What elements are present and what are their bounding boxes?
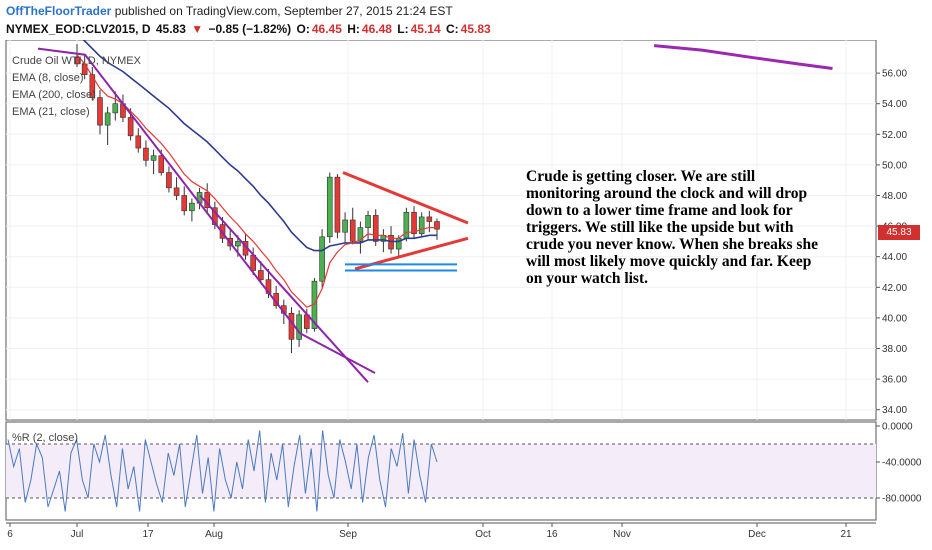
price-tick-label: 52.00 <box>882 130 907 141</box>
time-tick-label: 6 <box>7 529 13 540</box>
annotation-text: Crude is getting closer. We are still mo… <box>526 168 818 287</box>
candle-up <box>104 112 111 126</box>
wr-tick-label: -80.0000 <box>882 494 922 505</box>
triangle-upper-line <box>342 171 469 225</box>
candle-up <box>296 314 302 340</box>
last-price-tag: 45.83 <box>878 225 920 240</box>
candle-down <box>288 313 295 340</box>
price-change: −0.85 (−1.82%) <box>208 22 292 36</box>
time-tick-label: Oct <box>475 529 491 540</box>
symbol-label[interactable]: NYMEX_EOD:CLV2015, D <box>6 22 151 36</box>
low-value: 45.14 <box>410 22 441 36</box>
symbol-line: NYMEX_EOD:CLV2015, D 45.83 ▼ −0.85 (−1.8… <box>6 22 493 36</box>
candle-down <box>349 219 356 242</box>
price-tick-label: 42.00 <box>882 283 907 294</box>
price-axis[interactable]: 34.0036.0038.0040.0042.0044.0046.0048.00… <box>876 69 907 417</box>
time-tick-label: Sep <box>339 529 357 540</box>
wr-tick-label: 0.0000 <box>882 422 913 433</box>
open-value: 46.45 <box>311 22 342 36</box>
channel-lower-line <box>199 194 369 383</box>
price-tick-label: 34.00 <box>882 405 907 416</box>
close-label: C: <box>446 22 459 36</box>
publish-line: OffTheFloorTrader published on TradingVi… <box>6 4 453 18</box>
wr-tick-label: -40.0000 <box>882 458 922 469</box>
candle-up <box>357 227 364 242</box>
time-tick-label: Jul <box>71 529 84 540</box>
time-axis[interactable]: 6 Jul 17 Aug Sep Oct 16 Nov Dec 21 <box>6 522 876 540</box>
candle-up <box>235 241 241 247</box>
candle-down <box>173 187 180 196</box>
time-tick-label: Dec <box>748 529 766 540</box>
candle-down <box>143 147 149 161</box>
legend-ema200[interactable]: EMA (200, close) <box>12 89 96 101</box>
candle-up <box>365 215 371 228</box>
candle-up <box>418 216 425 235</box>
candle-down <box>166 172 172 189</box>
channel-upper-line <box>37 47 376 374</box>
legend-ema8[interactable]: EMA (8, close) <box>12 72 84 84</box>
time-tick-label: 21 <box>840 529 852 540</box>
close-value: 45.83 <box>460 22 491 36</box>
candle-up <box>403 212 410 239</box>
candle-up <box>319 236 325 282</box>
time-tick-label: 16 <box>546 529 558 540</box>
price-tick-label: 44.00 <box>882 252 907 263</box>
williams-r-pane: 0.0000 -40.0000 -80.0000 <box>5 421 922 521</box>
price-tick-label: 56.00 <box>882 69 907 80</box>
price-tick-label: 38.00 <box>882 344 907 355</box>
time-tick-label: Nov <box>613 529 631 540</box>
time-tick-label: 17 <box>142 529 154 540</box>
candle-down <box>372 215 379 242</box>
legend-wr[interactable]: %R (2, close) <box>12 432 79 444</box>
trend-drawings <box>37 47 469 383</box>
price-tick-label: 40.00 <box>882 313 907 324</box>
price-tick-label: 50.00 <box>882 160 907 171</box>
open-label: O: <box>296 22 310 36</box>
candle-down <box>97 97 103 126</box>
legend-title[interactable]: Crude Oil WTI, D, NYMEX <box>12 55 141 67</box>
last-price: 45.83 <box>155 22 186 36</box>
price-tick-label: 48.00 <box>882 191 907 202</box>
down-arrow-icon: ▼ <box>191 22 204 36</box>
candle-up <box>189 202 195 212</box>
candle-down <box>181 195 188 212</box>
candle-down <box>434 221 440 230</box>
price-tick-label: 36.00 <box>882 375 907 386</box>
candle-down <box>258 270 264 280</box>
ema8-line <box>76 54 437 308</box>
candle-up <box>112 103 119 114</box>
candle-down <box>135 135 142 149</box>
candle-down <box>127 117 134 137</box>
candle-down <box>426 216 433 222</box>
low-label: L: <box>397 22 409 36</box>
legend-ema21[interactable]: EMA (21, close) <box>12 106 90 118</box>
chart-header: OffTheFloorTrader published on TradingVi… <box>0 0 932 40</box>
candle-up <box>326 176 333 238</box>
price-tick-label: 54.00 <box>882 99 907 110</box>
time-tick-label: Aug <box>205 529 223 540</box>
candle-down <box>89 74 96 98</box>
high-label: H: <box>347 22 360 36</box>
ema21-line <box>82 40 437 252</box>
high-value: 46.48 <box>361 22 392 36</box>
candle-up <box>150 155 157 161</box>
candle-down <box>74 57 80 65</box>
wr-band <box>6 444 876 498</box>
ema200-line <box>653 44 833 70</box>
brand-link[interactable]: OffTheFloorTrader <box>6 4 112 18</box>
candles <box>74 44 440 354</box>
candle-down <box>158 155 165 173</box>
chart-canvas[interactable]: CLV2015Crude Oil WTI 34.0036.0038.0040.0… <box>0 40 932 550</box>
grid <box>5 40 877 421</box>
candle-down <box>334 176 341 233</box>
candle-down <box>411 212 417 235</box>
wr-line <box>7 430 438 512</box>
published-text: published on TradingView.com, September … <box>114 4 453 18</box>
candle-up <box>342 219 348 233</box>
ema-lines <box>76 40 833 308</box>
